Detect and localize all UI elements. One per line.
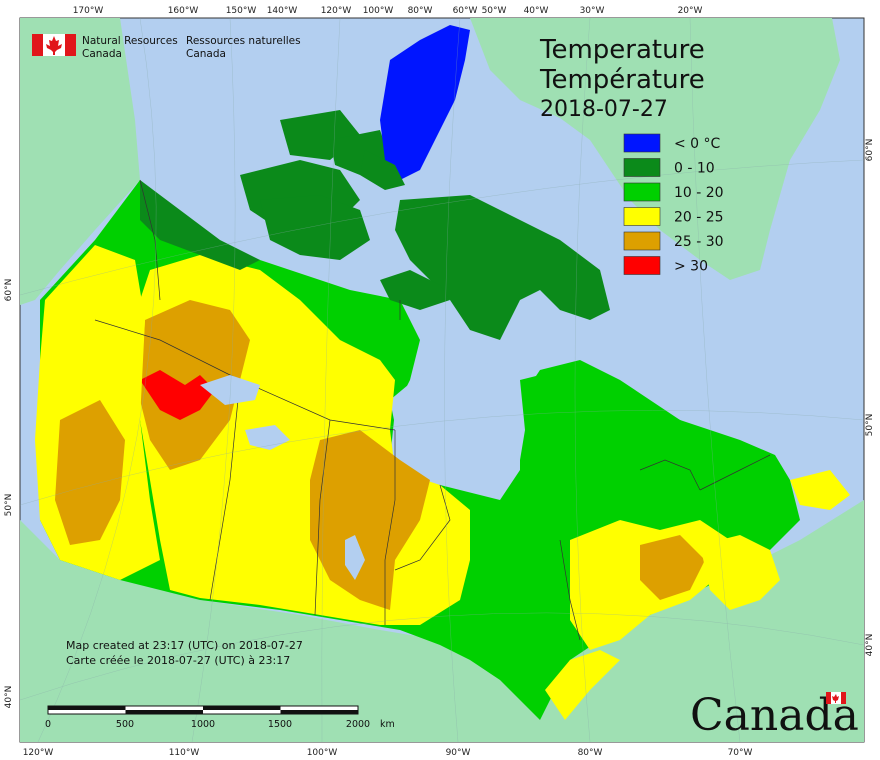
arctic-mainland-coast: [380, 270, 450, 310]
nrcan-logo: [32, 34, 76, 56]
top-tick-label: 30°W: [580, 6, 605, 16]
bottom-tick-label: 70°W: [728, 748, 753, 758]
scale-label: 0: [45, 719, 51, 730]
scale-label: 1500: [268, 719, 292, 730]
wordmark-flag-right: [841, 692, 846, 704]
bottom-tick-label: 120°W: [23, 748, 54, 758]
right-tick-label: 40°N: [865, 634, 875, 657]
zone-maritimes: [700, 535, 780, 610]
top-tick-label: 170°W: [73, 6, 104, 16]
right-tick-labels: 60°N 50°N 40°N: [865, 139, 875, 657]
bottom-tick-label: 100°W: [307, 748, 338, 758]
wordmark-leaf-icon: [832, 694, 839, 703]
bottom-tick-labels: 120°W 110°W 100°W 90°W 80°W 70°W: [23, 748, 753, 758]
ellesmere-green: [360, 150, 405, 190]
legend-label: 0 - 10: [674, 161, 715, 177]
arctic-island-baffin: [395, 195, 610, 340]
top-tick-label: 20°W: [678, 6, 703, 16]
left-tick-label: 50°N: [4, 494, 14, 517]
top-tick-label: 40°W: [524, 6, 549, 16]
wordmark-flag-left: [826, 692, 831, 704]
bottom-tick-label: 90°W: [446, 748, 471, 758]
legend-label: < 0 °C: [674, 136, 721, 152]
zone-east-25-30: [640, 535, 705, 600]
legend-swatch: [623, 256, 661, 275]
zone-newfoundland: [790, 470, 850, 510]
legend-swatch: [623, 133, 661, 153]
ellesmere-island: [380, 25, 470, 180]
note-fr: Carte créée le 2018-07-27 (UTC) à 23:17: [66, 654, 290, 667]
zone-above-30: [140, 370, 215, 420]
top-tick-label: 120°W: [321, 6, 352, 16]
scale-label: 500: [116, 719, 134, 730]
legend-label: > 30: [674, 259, 708, 275]
great-bear-lake: [200, 375, 260, 405]
zone-25-30-manitoba: [310, 430, 430, 610]
left-tick-label: 60°N: [4, 279, 14, 302]
top-tick-label: 80°W: [408, 6, 433, 16]
top-tick-labels: 170°W 160°W 150°W 140°W 120°W 100°W 80°W 60°W 50…: [73, 6, 703, 16]
legend-label: 25 - 30: [674, 234, 724, 250]
agency-fr-line1: Ressources naturelles: [186, 35, 301, 47]
flag-right-bar: [65, 34, 76, 56]
top-tick-label: 160°W: [168, 6, 199, 16]
top-tick-label: 140°W: [267, 6, 298, 16]
alaska: [20, 18, 140, 305]
united-states: [20, 500, 864, 742]
agency-fr-line2: Canada: [186, 48, 226, 60]
legend: < 0 °C 0 - 10 10 - 20 20 - 25 25 - 30 > 30: [623, 133, 724, 275]
left-tick-labels: 60°N 50°N 40°N: [4, 279, 14, 709]
zone-quebec-labrador: [520, 370, 775, 530]
lake-winnipeg: [345, 535, 365, 580]
bottom-tick-label: 110°W: [169, 748, 200, 758]
agency-en-line1: Natural Resources: [82, 35, 178, 47]
title-fr: Température: [539, 65, 705, 95]
legend-swatch: [623, 231, 661, 251]
canada-wordmark: Canada: [690, 690, 859, 741]
left-tick-label: 40°N: [4, 686, 14, 709]
title-en: Temperature: [539, 35, 705, 65]
legend-swatch: [623, 207, 661, 226]
legend-label: 10 - 20: [674, 185, 724, 201]
scale-unit: km: [380, 719, 395, 730]
bottom-tick-label: 80°W: [578, 748, 603, 758]
hudson-bay: [390, 360, 530, 490]
zone-ontario-south: [545, 650, 620, 720]
right-tick-label: 60°N: [865, 139, 875, 162]
maple-leaf-icon: [46, 36, 62, 55]
top-tick-label: 100°W: [363, 6, 394, 16]
arctic-mainland-north: [140, 180, 260, 270]
legend-swatch: [623, 158, 661, 177]
legend-label: 20 - 25: [674, 210, 724, 226]
top-tick-label: 50°W: [482, 6, 507, 16]
scale-bar: 0 500 1000 1500 2000 km: [45, 705, 395, 730]
right-tick-label: 50°N: [865, 414, 875, 437]
legend-swatch: [623, 182, 661, 202]
note-en: Map created at 23:17 (UTC) on 2018-07-27: [66, 639, 303, 652]
flag-left-bar: [32, 34, 43, 56]
agency-en-line2: Canada: [82, 48, 122, 60]
top-tick-label: 150°W: [226, 6, 257, 16]
arctic-island-victoria: [260, 195, 370, 260]
top-tick-label: 60°W: [453, 6, 478, 16]
graticule: [19, 17, 865, 743]
scale-label: 1000: [191, 719, 215, 730]
scale-label: 2000: [346, 719, 370, 730]
zone-bc-hot: [55, 400, 125, 545]
map-date: 2018-07-27: [540, 97, 668, 122]
